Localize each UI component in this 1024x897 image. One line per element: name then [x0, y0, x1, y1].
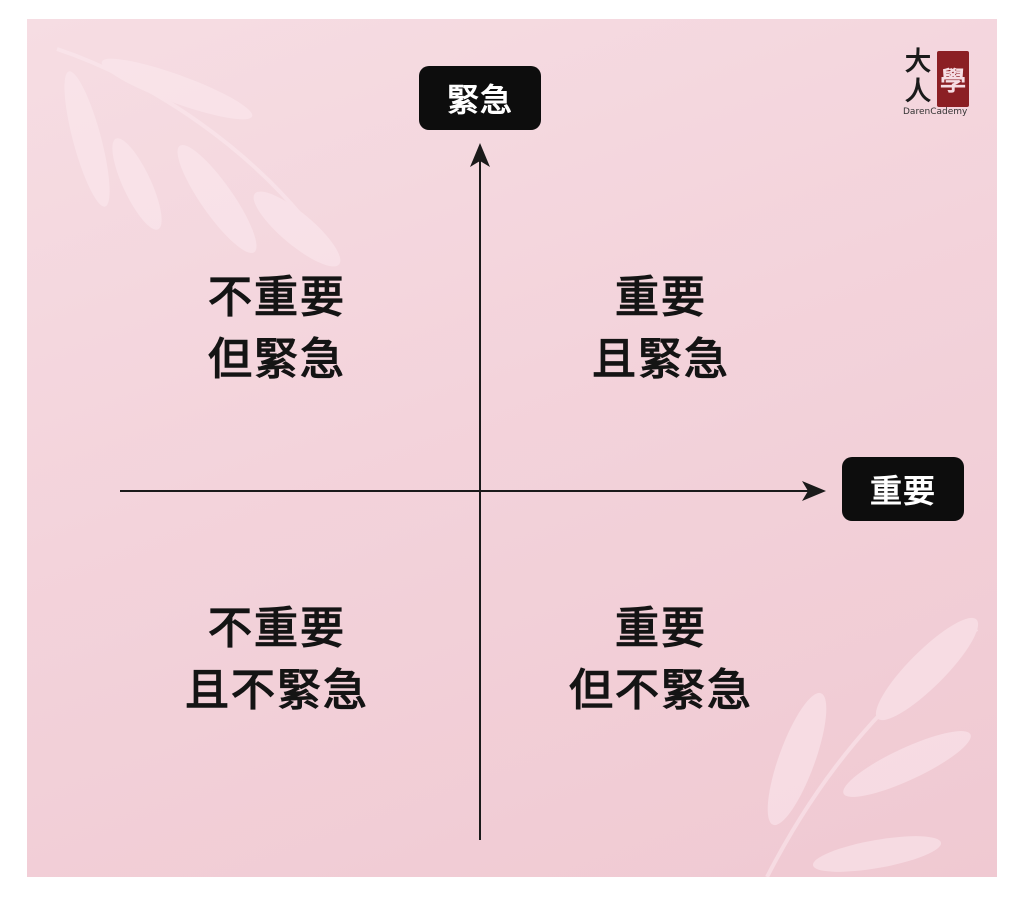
decorative-leaves [56, 47, 979, 877]
logo-subtitle: DarenCademy [903, 107, 968, 117]
brand-logo: 大 人 學 DarenCademy [903, 47, 973, 119]
quadrant-line-2: 但不緊急 [569, 665, 753, 716]
quadrant-top-right: 重要 且緊急 [501, 267, 821, 391]
logo-seal: 學 [937, 51, 969, 107]
quadrant-line-1: 重要 [615, 603, 707, 654]
quadrant-bottom-right: 重要 但不緊急 [501, 598, 821, 722]
quadrant-line-2: 但緊急 [208, 334, 346, 385]
x-axis-label: 重要 [842, 457, 964, 521]
quadrant-line-2: 且緊急 [592, 334, 730, 385]
y-axis-label: 緊急 [419, 66, 541, 130]
quadrant-line-1: 不重要 [208, 603, 346, 654]
quadrant-top-left: 不重要 但緊急 [117, 267, 437, 391]
quadrant-bottom-left: 不重要 且不緊急 [117, 598, 437, 722]
axes [120, 143, 826, 840]
logo-char-da: 大 [905, 47, 932, 77]
quadrant-line-2: 且不緊急 [185, 665, 369, 716]
diagram-card: 緊急 重要 不重要 但緊急 重要 且緊急 不重要 且不緊急 重要 但不緊急 大 … [27, 19, 997, 877]
logo-char-ren: 人 [905, 77, 932, 107]
quadrant-line-1: 不重要 [208, 272, 346, 323]
quadrant-line-1: 重要 [615, 272, 707, 323]
